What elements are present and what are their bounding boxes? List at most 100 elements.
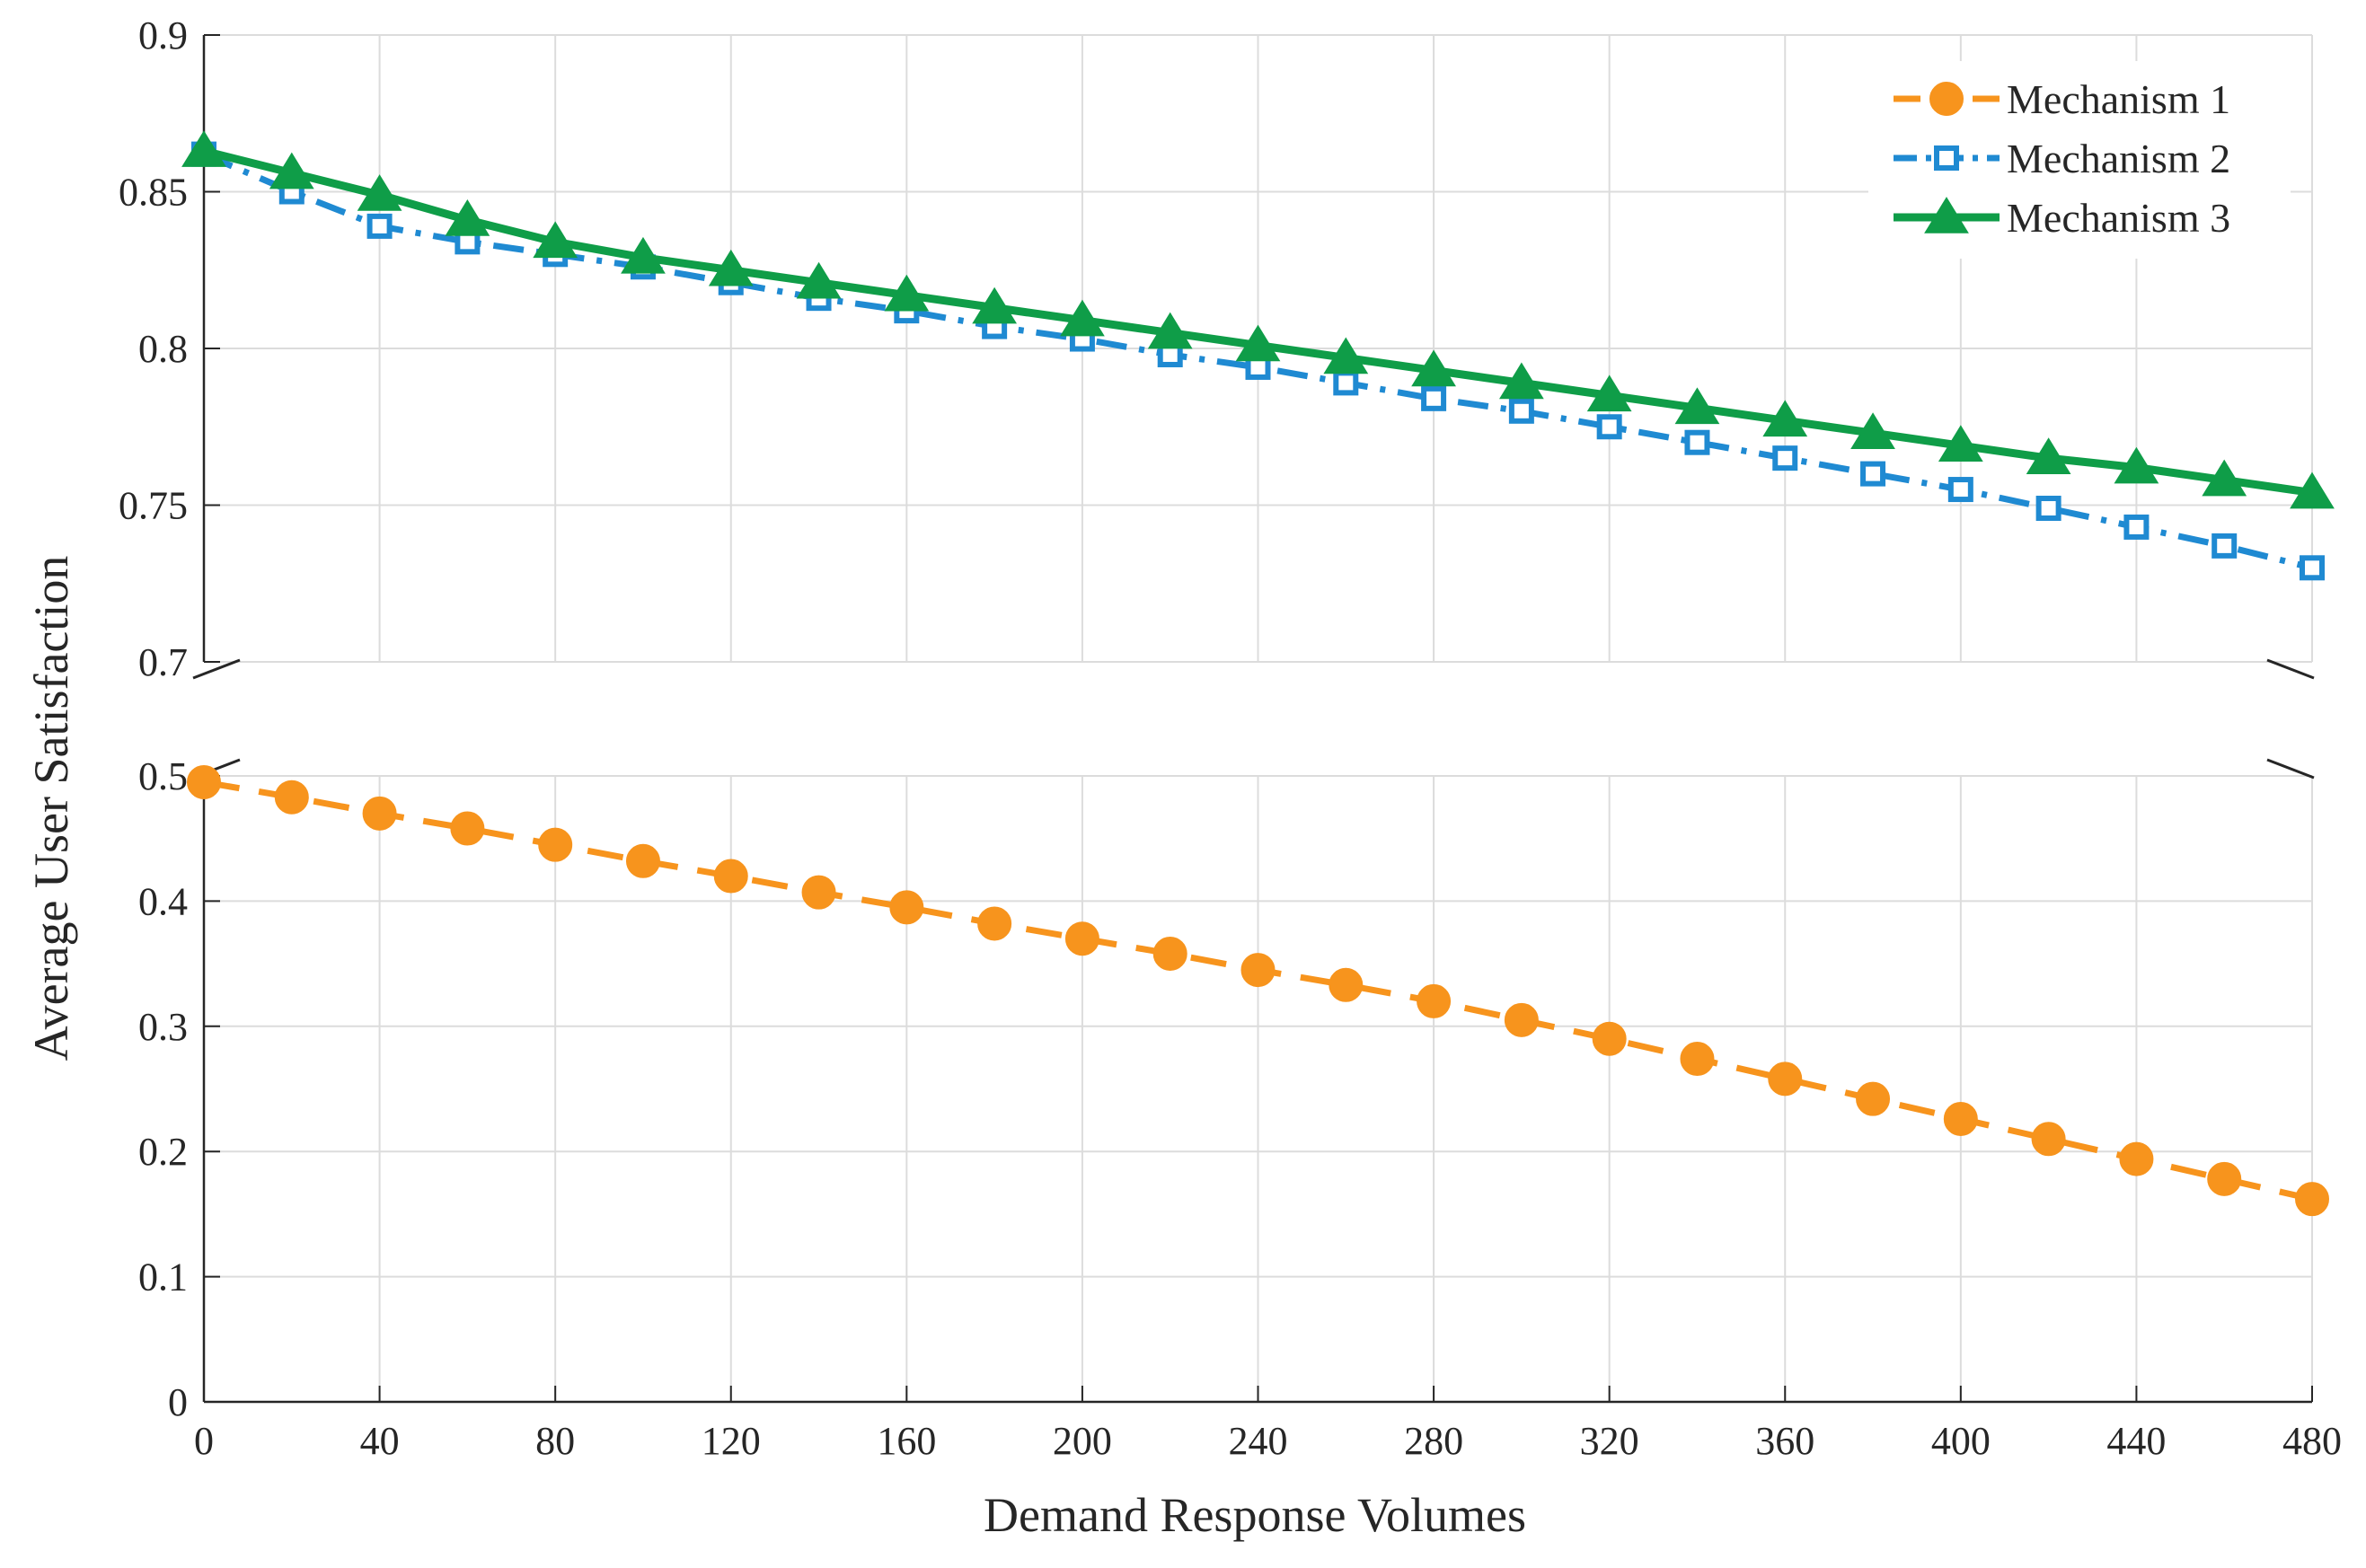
mechanism-2-point [1508, 398, 1534, 424]
mechanism-3-point [1235, 324, 1281, 362]
mechanism-2-point [2035, 495, 2061, 521]
mechanism-1-point [538, 827, 573, 862]
x-tick-label: 440 [2106, 1419, 2166, 1463]
legend-mechanism-1-label: Mechanism 1 [2007, 76, 2230, 122]
mechanism-1-point [274, 780, 309, 815]
mechanism-3-point [1060, 299, 1105, 337]
mechanism-1-point [1152, 936, 1187, 971]
mechanism-3-point [1498, 362, 1544, 400]
x-axis-label: Demand Response Volumes [984, 1488, 1526, 1542]
legend-mechanism-2-label: Mechanism 2 [2007, 136, 2230, 181]
mechanism-1-point [2031, 1122, 2066, 1157]
mechanism-1-point [2207, 1161, 2242, 1196]
upper-y-tick-label: 0.85 [119, 171, 188, 215]
mechanism-1-point [1064, 921, 1099, 956]
lower-y-tick-label: 0 [168, 1380, 188, 1424]
lower-y-tick-label: 0.2 [138, 1130, 188, 1174]
mechanism-1-point [1768, 1061, 1803, 1097]
tick-labels: 0 40 80 120 160 200 240 280 320 360 400 440 480 0.7 0.… [119, 13, 2342, 1463]
legend: Mechanism 1 Mechanism 2 Mechanism 3 [1868, 61, 2291, 259]
lower-y-tick-label: 0.1 [138, 1255, 188, 1299]
lower-y-tick-label: 0.3 [138, 1005, 188, 1049]
mechanism-3-point [708, 249, 754, 286]
axis-break-mark [192, 658, 241, 680]
mechanism-2-point [1596, 414, 1622, 440]
mechanism-3-point [2202, 459, 2247, 497]
mechanism-1-point [187, 764, 221, 799]
mechanism-2-point [1947, 477, 1973, 503]
mechanism-3-point [1674, 387, 1720, 425]
x-tick-label: 280 [1404, 1419, 1463, 1463]
x-tick-label: 80 [535, 1419, 575, 1463]
x-tick-label: 0 [194, 1419, 214, 1463]
mechanism-1-point [450, 811, 485, 846]
mechanism-3-point [2114, 446, 2159, 484]
mechanism-2-point [2212, 533, 2238, 559]
mechanism-3-point [269, 152, 314, 189]
mechanism-2-point [2123, 514, 2150, 540]
axis-break-mark [2266, 658, 2315, 680]
mechanism-2-point [1421, 385, 1447, 411]
legend-mechanism-3-marker [1924, 197, 1969, 233]
mechanism-1-point [1417, 983, 1452, 1018]
upper-y-tick-label: 0.7 [138, 640, 188, 684]
mechanism-3-point [181, 130, 226, 167]
grid [203, 34, 2313, 1403]
mechanism-1-point [625, 843, 660, 878]
lower-y-tick-label: 0.5 [138, 754, 188, 798]
mechanism-1-point [1504, 1002, 1539, 1037]
mechanism-3-point [1411, 349, 1456, 387]
mechanism-2-point [1684, 429, 1710, 455]
x-tick-label: 40 [360, 1419, 400, 1463]
mechanism-2-point [1333, 370, 1359, 396]
mechanism-3-point [884, 274, 930, 312]
x-tick-label: 240 [1229, 1419, 1288, 1463]
mechanism-1-point [1240, 953, 1276, 988]
upper-y-tick-label: 0.75 [119, 484, 188, 528]
mechanism-3-point [1586, 374, 1632, 412]
mechanism-1-point [977, 906, 1012, 941]
mechanism-3-point [1762, 400, 1808, 437]
mechanism-2-point [1860, 461, 1886, 487]
mechanism-2-point [1772, 445, 1798, 471]
mechanism-3-point [1147, 312, 1193, 349]
x-tick-label: 120 [702, 1419, 761, 1463]
mechanism-1-point [889, 890, 924, 925]
axis-break-mark [2266, 758, 2315, 780]
mechanism-1-point [713, 859, 748, 894]
data-series [181, 130, 2335, 1217]
mechanism-3-point [972, 286, 1018, 324]
mechanism-3-point [1938, 425, 1983, 462]
x-tick-label: 360 [1755, 1419, 1814, 1463]
mechanism-1-point [1329, 967, 1364, 1002]
mechanism-3-point [2290, 471, 2335, 509]
mechanism-3-point [1850, 412, 1895, 450]
upper-y-tick-label: 0.9 [138, 13, 188, 57]
mechanism-1-point [1680, 1042, 1715, 1077]
lower-y-tick-label: 0.4 [138, 879, 188, 923]
x-tick-label: 160 [877, 1419, 936, 1463]
mechanism-1-point [2119, 1141, 2154, 1176]
mechanism-3-point [796, 261, 842, 299]
y-axis-label: Average User Satisfaction [24, 556, 78, 1061]
x-tick-label: 400 [1931, 1419, 1991, 1463]
mechanism-3-point [621, 236, 666, 274]
upper-y-tick-label: 0.8 [138, 327, 188, 371]
mechanism-2-point [2300, 555, 2325, 581]
legend-mechanism-3-label: Mechanism 3 [2007, 195, 2230, 241]
x-tick-label: 200 [1053, 1419, 1112, 1463]
mechanism-3-point [1323, 337, 1369, 374]
mechanism-3-point [2026, 437, 2071, 474]
mechanism-3-point [445, 198, 490, 236]
mechanism-1-point [362, 796, 397, 831]
mechanism-3-point [357, 174, 402, 211]
mechanism-3-point [533, 221, 578, 259]
legend-mechanism-2-marker [1934, 145, 1959, 171]
mechanism-2-point [366, 213, 393, 239]
x-tick-label: 320 [1580, 1419, 1639, 1463]
mechanism-1-point [1592, 1021, 1627, 1056]
mechanism-1-point [2295, 1182, 2329, 1217]
legend-mechanism-1-marker [1929, 82, 1964, 116]
